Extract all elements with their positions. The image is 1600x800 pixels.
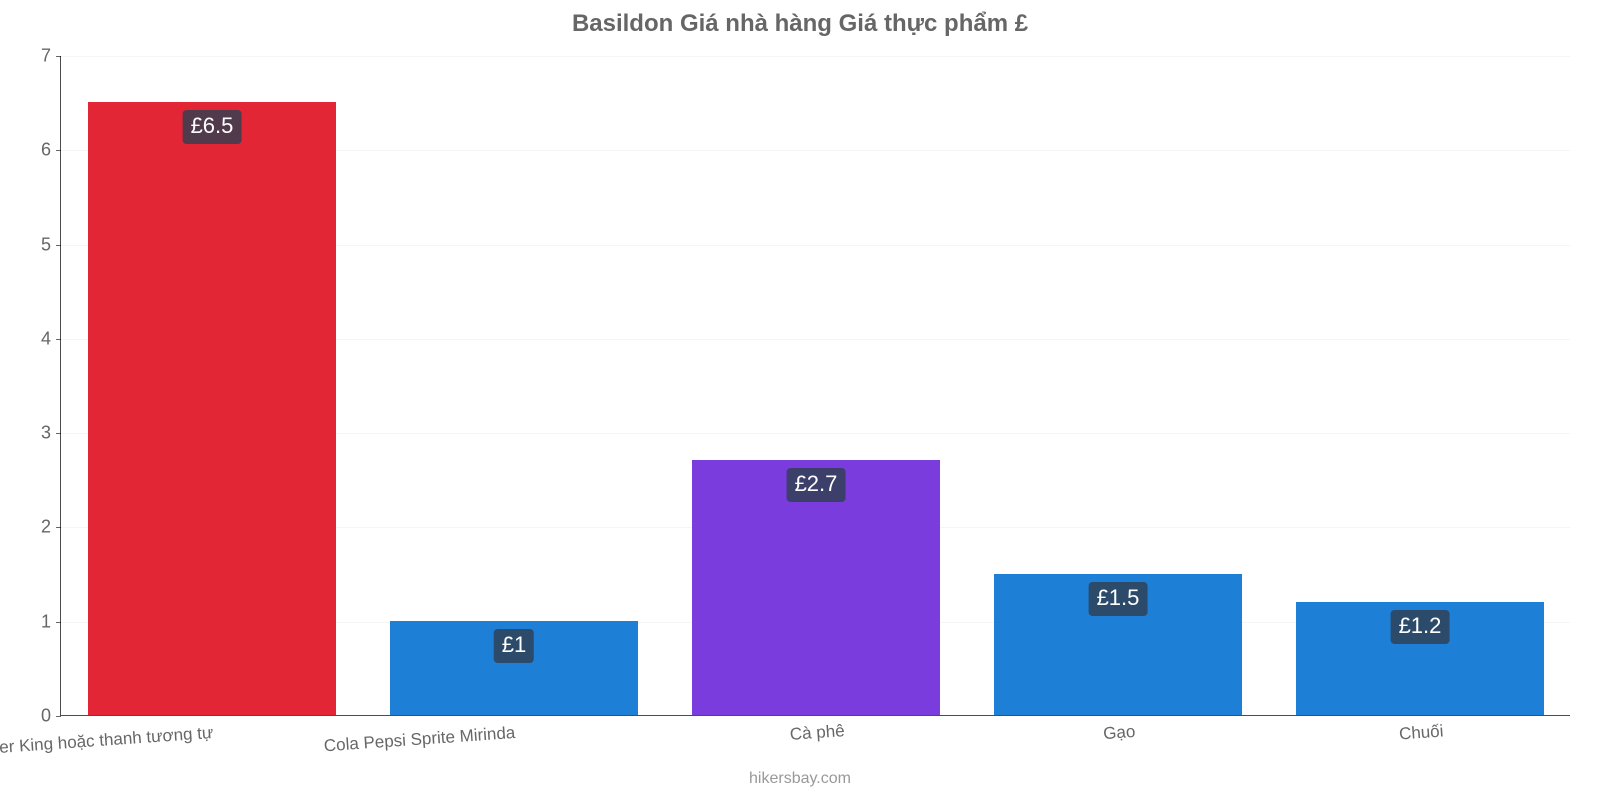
ytick-label: 7	[41, 46, 61, 67]
bar: £6.5	[88, 102, 336, 715]
bar-value-label: £1	[494, 629, 534, 663]
bar: £1.5	[994, 574, 1242, 715]
bar-value-label: £1.2	[1391, 610, 1450, 644]
xtick-label: Gạo	[1102, 714, 1136, 744]
bar: £1	[390, 621, 638, 715]
gridline	[61, 56, 1570, 57]
xtick-label: Cola Pepsi Sprite Mirinda	[323, 715, 516, 756]
ytick-label: 4	[41, 328, 61, 349]
bar: £1.2	[1296, 602, 1544, 715]
ytick-label: 1	[41, 611, 61, 632]
xtick-label: Cà phê	[789, 713, 846, 745]
ytick-label: 3	[41, 423, 61, 444]
bar-value-label: £2.7	[787, 468, 846, 502]
bar-value-label: £6.5	[183, 110, 242, 144]
attribution-text: hikersbay.com	[0, 770, 1600, 788]
ytick-label: 0	[41, 706, 61, 727]
bar-value-label: £1.5	[1089, 582, 1148, 616]
ytick-label: 6	[41, 140, 61, 161]
xtick-label: Chuối	[1398, 713, 1444, 744]
ytick-label: 5	[41, 234, 61, 255]
chart-title: Basildon Giá nhà hàng Giá thực phẩm £	[0, 10, 1600, 38]
xtick-label: Mac Burger King hoặc thanh tương tự	[0, 715, 214, 763]
bar: £2.7	[692, 460, 940, 715]
plot-area: 01234567£6.5Mac Burger King hoặc thanh t…	[60, 56, 1570, 716]
ytick-label: 2	[41, 517, 61, 538]
